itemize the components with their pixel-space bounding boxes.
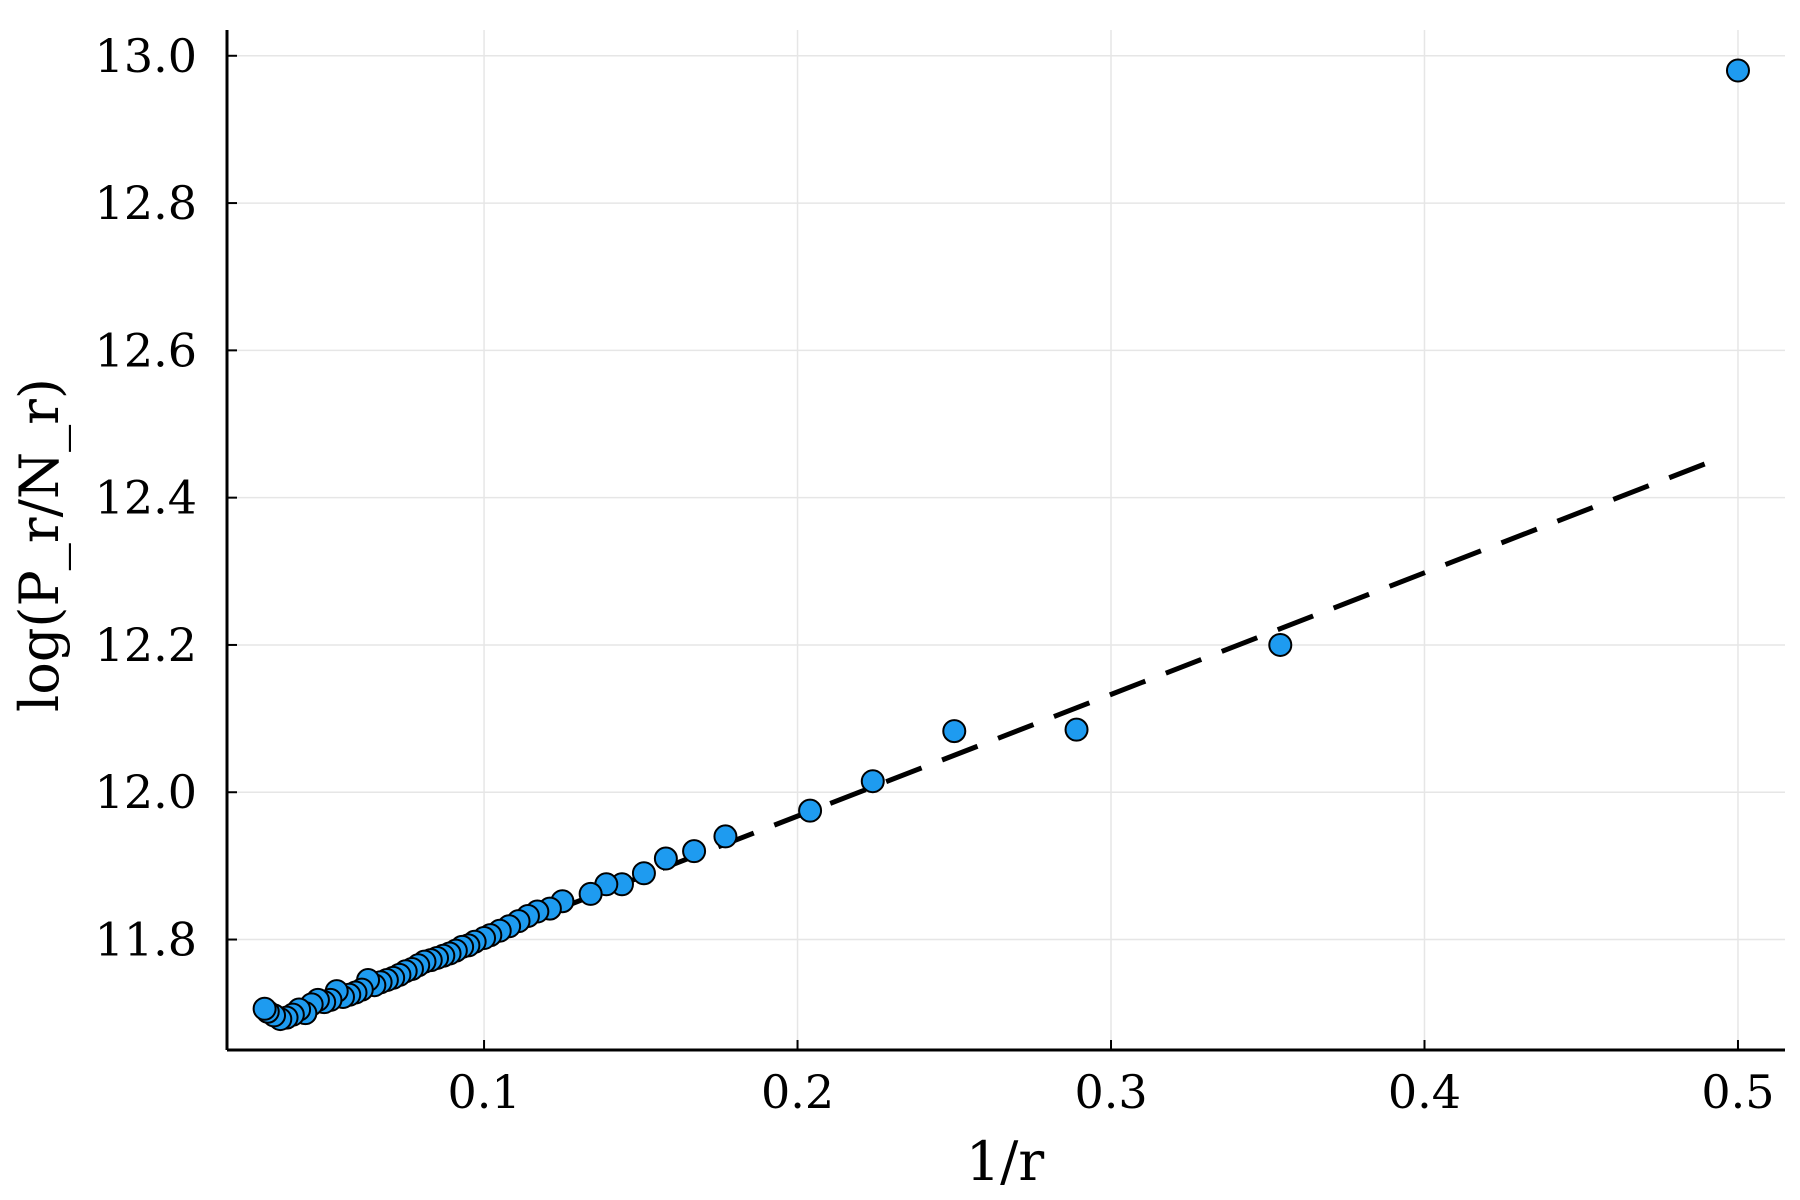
y-tick-label: 12.0 [95,765,197,819]
y-tick-label: 13.0 [95,29,197,83]
data-point [1725,58,1750,83]
data-point [860,769,885,794]
y-tick-label: 12.4 [95,471,197,525]
data-point [578,881,603,906]
data-point [653,846,678,871]
grid [227,30,1785,1050]
y-tick-label: 12.8 [95,176,197,230]
data-point [713,824,738,849]
x-tick-label: 0.2 [761,1065,834,1119]
x-tick-label: 0.5 [1701,1065,1774,1119]
x-tick-label: 0.4 [1388,1065,1461,1119]
x-axis-label-text: 1/r [966,1130,1045,1193]
data-point [1268,632,1293,657]
y-tick-labels: 11.8 12.0 12.2 12.4 12.6 12.8 13.0 [95,29,197,967]
data-point [798,798,823,823]
y-tick-label: 11.8 [95,913,197,967]
data-point [252,996,277,1021]
y-axis-label: log(P_r/N_r) [8,378,71,712]
data-point [682,839,707,864]
data-point [631,861,656,886]
x-tick-label: 0.1 [447,1065,520,1119]
y-axis-label-text: log(P_r/N_r) [8,378,71,712]
y-tick-label: 12.2 [95,618,197,672]
x-axis-label: 1/r [966,1130,1045,1193]
x-tick-label: 0.3 [1074,1065,1147,1119]
data-point [942,719,967,744]
x-tick-labels: 0.1 0.2 0.3 0.4 0.5 [447,1065,1774,1119]
axes [225,30,1785,1052]
data-point [1064,717,1089,742]
y-tick-label: 12.6 [95,323,197,377]
points-layer [252,58,1750,1032]
